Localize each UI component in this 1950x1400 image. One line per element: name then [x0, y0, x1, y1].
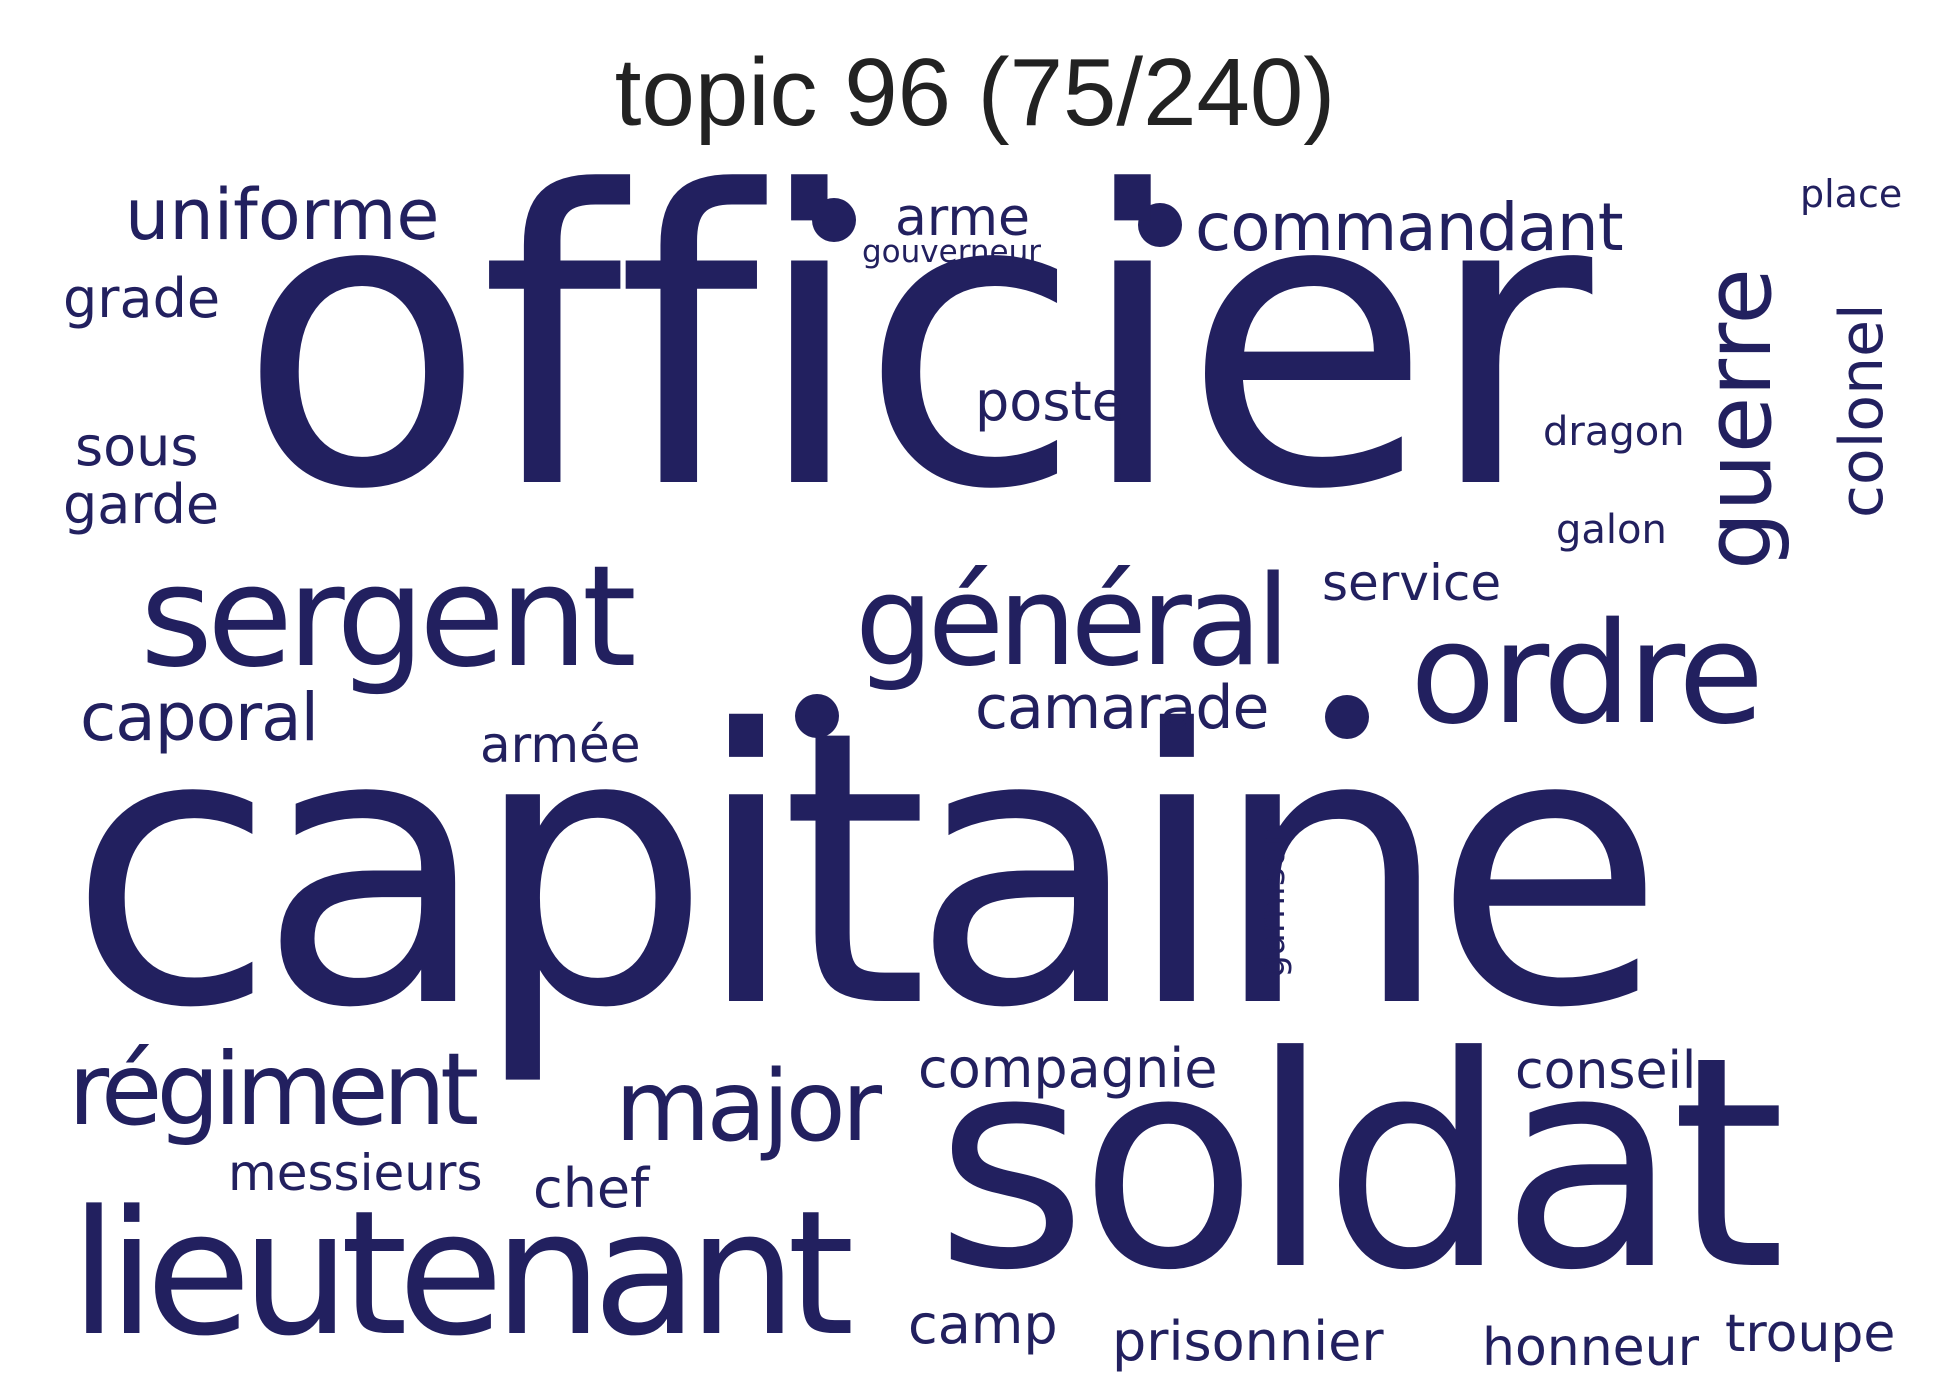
word-arme: arme: [895, 188, 1030, 248]
word-camarade: camarade: [975, 673, 1269, 743]
dot-mark: [795, 694, 839, 738]
word-dragon: dragon: [1543, 409, 1685, 455]
word-gouverneur: gouverneur: [862, 234, 1042, 270]
word-general: général: [855, 550, 1290, 694]
word-sergent: sergent: [140, 536, 637, 699]
word-place: place: [1800, 172, 1903, 216]
word-grade: grade: [63, 267, 221, 330]
word-troupe: troupe: [1725, 1304, 1896, 1364]
word-uniforme: uniforme: [125, 174, 440, 256]
dot-mark: [1138, 203, 1182, 247]
word-conseil: conseil: [1515, 1041, 1697, 1101]
word-messieurs: messieurs: [228, 1144, 483, 1202]
word-poste: poste: [975, 370, 1125, 433]
word-compagnie: compagnie: [918, 1037, 1218, 1100]
dot-mark: [812, 198, 856, 242]
chart-title: topic 96 (75/240): [614, 39, 1336, 146]
word-guerre: guerre: [1685, 268, 1792, 570]
word-lieutenant: lieutenant: [70, 1173, 855, 1374]
word-sous: sous: [75, 415, 199, 478]
word-garde: garde: [63, 473, 220, 536]
word-prisonnier: prisonnier: [1112, 1310, 1384, 1373]
word-officier: officier: [238, 106, 1592, 578]
word-soldat: soldat: [935, 994, 1786, 1334]
word-garnison: garnison: [1252, 822, 1293, 979]
word-galon: galon: [1556, 507, 1667, 553]
word-camp: camp: [908, 1293, 1058, 1356]
word-ordre: ordre: [1410, 593, 1764, 756]
word-regiment: régiment: [68, 1031, 479, 1148]
word-capitaine: capitaine: [68, 651, 1665, 1091]
dot-mark: [1325, 695, 1369, 739]
word-commandant: commandant: [1195, 189, 1624, 266]
word-honneur: honneur: [1482, 1318, 1700, 1378]
word-service: service: [1322, 554, 1502, 612]
word-colonel: colonel: [1827, 303, 1897, 518]
word-chef: chef: [533, 1157, 650, 1220]
word-armee: armée: [480, 716, 641, 774]
word-caporal: caporal: [80, 679, 319, 756]
word-major: major: [615, 1050, 882, 1164]
